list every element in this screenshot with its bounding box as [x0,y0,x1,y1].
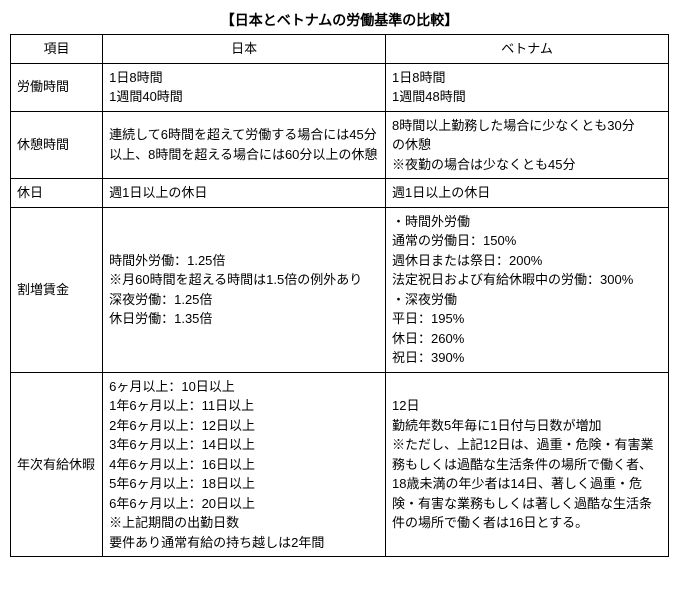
cell-line: 1日8時間 [109,68,379,88]
row-label: 年次有給休暇 [11,372,103,557]
cell-line: ※ただし、上記12日は、過重・危険・有害業務もしくは過酷な生活条件の場所で働く者… [392,435,662,533]
cell-line: 時間外労働：1.25倍 [109,251,379,271]
table-row: 休憩時間連続して6時間を超えて労働する場合には45分以上、8時間を超える場合には… [11,111,669,179]
table-row: 労働時間1日8時間1週間40時間1日8時間1週間48時間 [11,63,669,111]
cell-line: 4年6ヶ月以上：16日以上 [109,455,379,475]
cell-line: 1週間48時間 [392,87,662,107]
page-title: 【日本とベトナムの労働基準の比較】 [10,10,669,30]
cell-line: 深夜労働：1.25倍 [109,290,379,310]
cell-line: 12日 [392,396,662,416]
cell-line: 1年6ヶ月以上：11日以上 [109,396,379,416]
cell-line: 8時間以上勤務した場合に少なくとも30分 [392,116,662,136]
cell-line: 祝日：390% [392,348,662,368]
cell-line: 法定祝日および有給休暇中の労働：300% [392,270,662,290]
cell-japan: 週1日以上の休日 [103,179,386,208]
header-vietnam: ベトナム [386,35,669,64]
cell-line: 休日労働：1.35倍 [109,309,379,329]
cell-line: 通常の労働日：150% [392,231,662,251]
header-row: 項目 日本 ベトナム [11,35,669,64]
cell-vietnam: 1日8時間1週間48時間 [386,63,669,111]
header-japan: 日本 [103,35,386,64]
cell-line: 6年6ヶ月以上：20日以上 [109,494,379,514]
cell-line: ・深夜労働 [392,290,662,310]
cell-line: 6ヶ月以上：10日以上 [109,377,379,397]
row-label: 労働時間 [11,63,103,111]
table-row: 年次有給休暇6ヶ月以上：10日以上1年6ヶ月以上：11日以上2年6ヶ月以上：12… [11,372,669,557]
cell-line: 勤続年数5年毎に1日付与日数が増加 [392,416,662,436]
header-item: 項目 [11,35,103,64]
cell-vietnam: 8時間以上勤務した場合に少なくとも30分の休憩※夜勤の場合は少なくとも45分 [386,111,669,179]
table-row: 割増賃金時間外労働：1.25倍※月60時間を超える時間は1.5倍の例外あり深夜労… [11,207,669,372]
cell-line: 平日：195% [392,309,662,329]
row-label: 休憩時間 [11,111,103,179]
cell-line: 3年6ヶ月以上：14日以上 [109,435,379,455]
cell-japan: 6ヶ月以上：10日以上1年6ヶ月以上：11日以上2年6ヶ月以上：12日以上3年6… [103,372,386,557]
cell-japan: 時間外労働：1.25倍※月60時間を超える時間は1.5倍の例外あり深夜労働：1.… [103,207,386,372]
row-label: 休日 [11,179,103,208]
cell-line: 1日8時間 [392,68,662,88]
table-row: 休日週1日以上の休日週1日以上の休日 [11,179,669,208]
cell-line: 連続して6時間を超えて労働する場合には45分以上、8時間を超える場合には60分以… [109,125,379,164]
cell-vietnam: 12日勤続年数5年毎に1日付与日数が増加※ただし、上記12日は、過重・危険・有害… [386,372,669,557]
cell-vietnam: 週1日以上の休日 [386,179,669,208]
cell-line: ※月60時間を超える時間は1.5倍の例外あり [109,270,379,290]
row-label: 割増賃金 [11,207,103,372]
cell-line: 週1日以上の休日 [392,183,662,203]
cell-line: 要件あり通常有給の持ち越しは2年間 [109,533,379,553]
cell-line: 週休日または祭日：200% [392,251,662,271]
cell-line: ※夜勤の場合は少なくとも45分 [392,155,662,175]
cell-japan: 連続して6時間を超えて労働する場合には45分以上、8時間を超える場合には60分以… [103,111,386,179]
cell-line: ・時間外労働 [392,212,662,232]
cell-vietnam: ・時間外労働通常の労働日：150%週休日または祭日：200%法定祝日および有給休… [386,207,669,372]
cell-line: ※上記期間の出勤日数 [109,513,379,533]
comparison-table: 項目 日本 ベトナム 労働時間1日8時間1週間40時間1日8時間1週間48時間休… [10,34,669,557]
cell-line: 休日：260% [392,329,662,349]
cell-japan: 1日8時間1週間40時間 [103,63,386,111]
cell-line: 週1日以上の休日 [109,183,379,203]
cell-line: 2年6ヶ月以上：12日以上 [109,416,379,436]
cell-line: 1週間40時間 [109,87,379,107]
cell-line: の休憩 [392,135,662,155]
cell-line: 5年6ヶ月以上：18日以上 [109,474,379,494]
